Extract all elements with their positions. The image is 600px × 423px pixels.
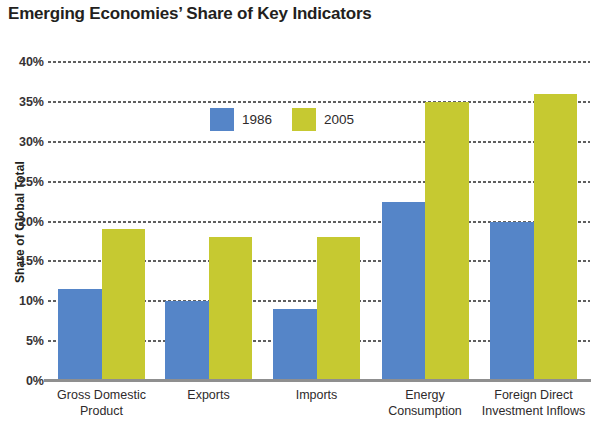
bar-chart: Emerging Economies’ Share of Key Indicat… — [0, 0, 600, 423]
bar-2005-imports — [317, 237, 361, 380]
y-tick-label-20: 20% — [0, 214, 44, 230]
gridline-30 — [48, 141, 590, 143]
legend: 1986 2005 — [210, 108, 354, 131]
legend-swatch-2005 — [292, 108, 316, 131]
legend-label-1986: 1986 — [242, 108, 272, 131]
y-tick-label-15: 15% — [0, 253, 44, 269]
legend-label-2005: 2005 — [324, 108, 354, 131]
bar-2005-energy — [425, 102, 469, 380]
y-tick-label-5: 5% — [0, 333, 44, 349]
x-axis-line — [44, 379, 591, 382]
bar-1986-energy — [382, 202, 426, 380]
legend-swatch-1986 — [210, 108, 234, 131]
gridline-25 — [48, 181, 590, 183]
x-label-foreign-direct: Foreign Direct Investment Inflows — [454, 387, 600, 419]
y-tick-label-25: 25% — [0, 174, 44, 190]
legend-entry-2005: 2005 — [292, 108, 354, 131]
y-tick-label-10: 10% — [0, 293, 44, 309]
y-tick-label-35: 35% — [0, 94, 44, 110]
bar-2005-gross-domestic — [102, 229, 146, 380]
bar-1986-foreign-direct — [490, 222, 534, 381]
bar-2005-exports — [209, 237, 253, 380]
y-tick-label-30: 30% — [0, 134, 44, 150]
y-tick-label-40: 40% — [0, 54, 44, 70]
bar-1986-exports — [165, 301, 209, 380]
bar-2005-foreign-direct — [534, 94, 578, 380]
chart-title: Emerging Economies’ Share of Key Indicat… — [8, 4, 372, 24]
gridline-35 — [48, 101, 590, 103]
bar-1986-imports — [273, 309, 317, 380]
gridline-40 — [48, 61, 590, 63]
legend-entry-1986: 1986 — [210, 108, 272, 131]
bar-1986-gross-domestic — [58, 289, 102, 380]
